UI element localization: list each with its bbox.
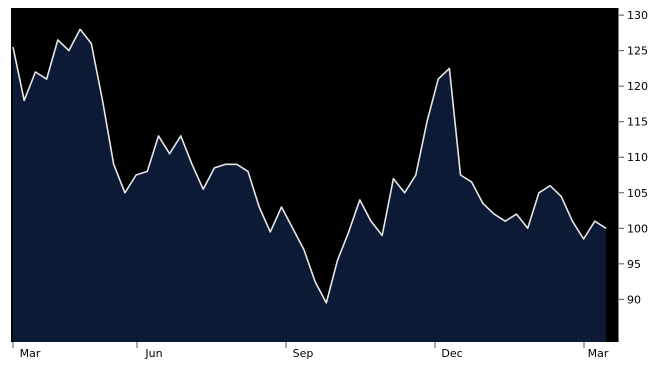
price-area xyxy=(13,29,606,343)
x-tick-label: Mar xyxy=(20,347,41,360)
y-tick-label: 95 xyxy=(627,258,641,271)
x-tick-label: Mar xyxy=(588,347,609,360)
y-tick-label: 105 xyxy=(627,187,648,200)
y-tick-label: 130 xyxy=(627,9,648,22)
x-tick-label: Dec xyxy=(441,347,462,360)
x-tick-label: Sep xyxy=(293,347,314,360)
x-tick-label: Jun xyxy=(144,347,162,360)
y-tick-label: 110 xyxy=(627,151,648,164)
y-tick-label: 100 xyxy=(627,222,648,235)
x-axis: Mar Jun Sep Dec Mar xyxy=(12,342,609,360)
y-tick-label: 125 xyxy=(627,45,648,58)
y-tick-label: 115 xyxy=(627,116,648,129)
y-tick-label: 90 xyxy=(627,293,641,306)
y-axis: 90 95 100 105 110 115 120 125 130 xyxy=(619,9,648,306)
price-line xyxy=(12,28,607,304)
y-tick-label: 120 xyxy=(627,80,648,93)
